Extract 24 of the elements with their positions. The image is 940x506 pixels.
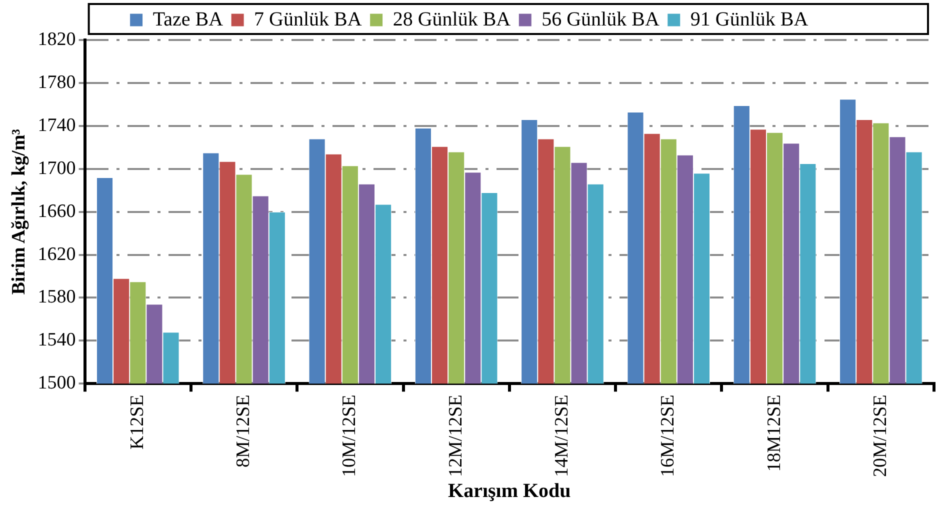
y-tick-label: 1620 <box>38 244 76 265</box>
y-tick-label: 1820 <box>38 28 76 50</box>
x-tick-label: 12M/12SE <box>445 394 466 478</box>
y-tick-label: 1500 <box>38 372 76 394</box>
x-tick-label: 16M/12SE <box>658 394 679 478</box>
y-tick-label: 1660 <box>38 200 76 222</box>
y-tick-label: 1740 <box>38 114 76 136</box>
y-tick-label: 1540 <box>38 330 76 351</box>
x-axis-title: Karışım Kodu <box>448 480 571 502</box>
legend-label: 28 Günlük BA <box>392 8 512 30</box>
y-tick-label: 1700 <box>38 158 76 179</box>
y-tick-label: 1580 <box>38 286 76 308</box>
legend-label: 7 Günlük BA <box>254 8 362 30</box>
x-tick-label: K12SE <box>126 394 148 450</box>
y-tick-label: 1780 <box>38 72 76 93</box>
x-tick-label: 8M/12SE <box>233 394 254 468</box>
x-tick-label: 18M12SE <box>764 394 785 472</box>
legend-label: 56 Günlük BA <box>542 8 660 30</box>
legend-label: Taze BA <box>152 8 224 30</box>
x-tick-label: 14M/12SE <box>551 394 572 478</box>
y-axis-title: Birim Ağırlık, kg/m³ <box>8 128 30 295</box>
x-tick-label: 20M/12SE <box>870 394 891 478</box>
legend-label: 91 Günlük BA <box>690 8 809 30</box>
x-tick-label: 10M/12SE <box>339 394 360 478</box>
